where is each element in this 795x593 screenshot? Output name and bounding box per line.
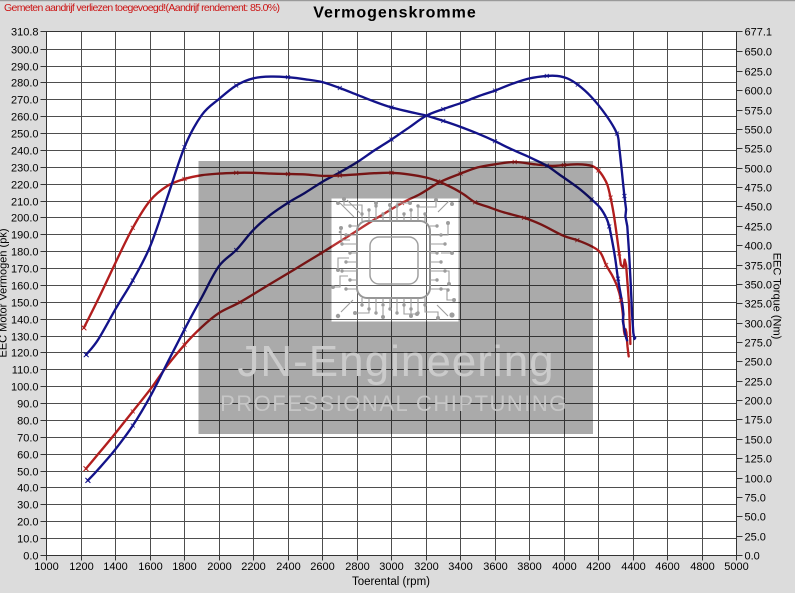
svg-text:475.0: 475.0: [745, 182, 773, 194]
svg-text:70.0: 70.0: [17, 432, 38, 444]
svg-text:200.0: 200.0: [745, 395, 773, 407]
svg-text:Gemeten aandrijf verliezen toe: Gemeten aandrijf verliezen toegevoegd!(A…: [4, 2, 280, 14]
svg-text:2600: 2600: [310, 561, 334, 573]
svg-text:140.0: 140.0: [11, 314, 39, 326]
svg-text:1600: 1600: [138, 561, 162, 573]
svg-text:4000: 4000: [552, 561, 576, 573]
svg-text:100.0: 100.0: [11, 381, 39, 393]
svg-text:5000: 5000: [724, 561, 748, 573]
svg-text:2000: 2000: [207, 561, 231, 573]
svg-text:600.0: 600.0: [745, 85, 773, 97]
svg-text:Toerental (rpm): Toerental (rpm): [352, 576, 430, 588]
svg-text:4200: 4200: [586, 561, 610, 573]
svg-text:170.0: 170.0: [11, 263, 39, 275]
svg-text:3800: 3800: [517, 561, 541, 573]
svg-text:240.0: 240.0: [11, 145, 39, 157]
svg-text:677.1: 677.1: [745, 26, 773, 38]
svg-text:450.0: 450.0: [745, 201, 773, 213]
svg-text:10.0: 10.0: [17, 533, 38, 545]
svg-text:280.0: 280.0: [11, 77, 39, 89]
svg-text:160.0: 160.0: [11, 280, 39, 292]
svg-text:75.0: 75.0: [745, 492, 766, 504]
svg-text:500.0: 500.0: [745, 163, 773, 175]
svg-text:50.0: 50.0: [745, 511, 766, 523]
svg-text:EEC Torque (Nm): EEC Torque (Nm): [771, 253, 783, 340]
svg-text:300.0: 300.0: [745, 318, 773, 330]
svg-text:20.0: 20.0: [17, 516, 38, 528]
svg-text:100.0: 100.0: [745, 473, 773, 485]
svg-text:2800: 2800: [345, 561, 369, 573]
svg-text:260.0: 260.0: [11, 111, 39, 123]
svg-text:290.0: 290.0: [11, 61, 39, 73]
svg-text:Vermogenskromme: Vermogenskromme: [313, 5, 477, 22]
svg-text:350.0: 350.0: [745, 279, 773, 291]
svg-text:120.0: 120.0: [11, 347, 39, 359]
svg-text:200.0: 200.0: [11, 212, 39, 224]
svg-text:2200: 2200: [241, 561, 265, 573]
svg-text:190.0: 190.0: [11, 229, 39, 241]
svg-text:550.0: 550.0: [745, 124, 773, 136]
svg-text:90.0: 90.0: [17, 398, 38, 410]
svg-text:250.0: 250.0: [745, 356, 773, 368]
svg-text:300.0: 300.0: [11, 44, 39, 56]
svg-text:400.0: 400.0: [745, 240, 773, 252]
svg-text:50.0: 50.0: [17, 466, 38, 478]
svg-text:3200: 3200: [414, 561, 438, 573]
svg-text:225.0: 225.0: [745, 376, 773, 388]
svg-text:175.0: 175.0: [745, 414, 773, 426]
svg-text:650.0: 650.0: [745, 46, 773, 58]
svg-text:3000: 3000: [379, 561, 403, 573]
svg-text:60.0: 60.0: [17, 449, 38, 461]
svg-text:575.0: 575.0: [745, 105, 773, 117]
svg-text:4800: 4800: [690, 561, 714, 573]
svg-text:1000: 1000: [34, 561, 58, 573]
svg-text:270.0: 270.0: [11, 94, 39, 106]
svg-text:150.0: 150.0: [11, 297, 39, 309]
svg-text:0.0: 0.0: [23, 550, 38, 562]
svg-text:110.0: 110.0: [12, 364, 39, 376]
svg-text:1800: 1800: [172, 561, 196, 573]
svg-text:625.0: 625.0: [745, 66, 773, 78]
svg-text:150.0: 150.0: [745, 434, 773, 446]
svg-text:25.0: 25.0: [745, 531, 766, 543]
svg-text:425.0: 425.0: [745, 221, 773, 233]
svg-text:80.0: 80.0: [17, 415, 38, 427]
svg-text:3400: 3400: [448, 561, 472, 573]
svg-text:2400: 2400: [276, 561, 300, 573]
svg-text:0.0: 0.0: [745, 550, 760, 562]
svg-text:125.0: 125.0: [745, 453, 773, 465]
svg-text:180.0: 180.0: [11, 246, 39, 258]
svg-text:1400: 1400: [103, 561, 127, 573]
svg-text:130.0: 130.0: [11, 331, 39, 343]
svg-text:PROFESSIONAL CHIPTUNING: PROFESSIONAL CHIPTUNING: [220, 391, 568, 416]
svg-text:250.0: 250.0: [11, 128, 39, 140]
svg-text:3600: 3600: [483, 561, 507, 573]
svg-text:4600: 4600: [655, 561, 679, 573]
svg-text:525.0: 525.0: [745, 143, 773, 155]
svg-text:210.0: 210.0: [11, 196, 39, 208]
svg-text:JN-Engineering: JN-Engineering: [237, 337, 554, 386]
svg-text:40.0: 40.0: [17, 482, 38, 494]
svg-text:230.0: 230.0: [11, 162, 39, 174]
svg-text:4400: 4400: [621, 561, 645, 573]
svg-text:EEC Motor Vermogen (pk): EEC Motor Vermogen (pk): [0, 229, 10, 358]
svg-text:310.8: 310.8: [11, 26, 39, 38]
svg-text:275.0: 275.0: [745, 337, 773, 349]
svg-text:325.0: 325.0: [745, 298, 773, 310]
svg-text:375.0: 375.0: [745, 260, 773, 272]
svg-text:220.0: 220.0: [11, 179, 39, 191]
svg-text:1200: 1200: [69, 561, 93, 573]
svg-text:30.0: 30.0: [17, 499, 38, 511]
